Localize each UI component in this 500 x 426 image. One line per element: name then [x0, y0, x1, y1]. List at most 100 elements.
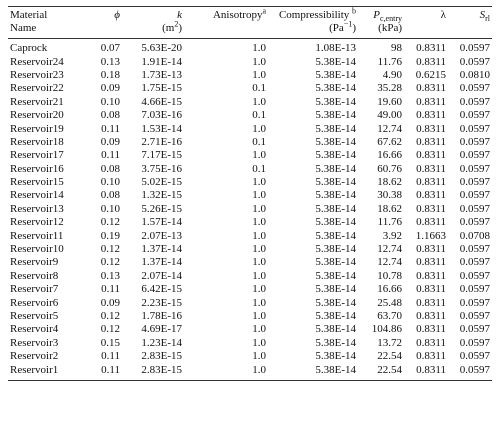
cell-residual-saturation: 0.0597 [459, 135, 490, 148]
table-row: Reservoir20 0.08 7.03E-16 0.1 5.38E-14 49.00 0… [8, 109, 492, 122]
cell-porosity: 0.15 [100, 336, 120, 349]
cell-entry-pressure: 16.66 [377, 283, 402, 296]
cell-entry-pressure: 63.70 [377, 310, 402, 322]
header-pc-symbol: P [373, 9, 380, 21]
header-lambda: λ [404, 6, 448, 22]
cell-porosity: 0.12 [100, 310, 120, 322]
cell-residual-saturation: 0.0597 [459, 310, 490, 322]
cell-lambda: 0.8311 [416, 149, 446, 162]
cell-permeability: 1.75E-15 [141, 82, 182, 95]
table-header: Material ϕ k Anisotropya Compressibility… [8, 6, 492, 39]
cell-lambda: 0.8311 [416, 350, 446, 363]
cell-anisotropy: 0.1 [252, 82, 266, 95]
table-row: Reservoir23 0.18 1.73E-13 1.0 5.38E-14 4.90 0.… [8, 69, 492, 82]
table-row: Reservoir6 0.09 2.23E-15 1.0 5.38E-14 25.48 0.… [8, 296, 492, 309]
cell-residual-saturation: 0.0597 [459, 336, 490, 349]
cell-permeability: 1.53E-14 [141, 122, 182, 135]
cell-anisotropy: 1.0 [252, 42, 266, 55]
cell-porosity: 0.11 [101, 122, 120, 135]
cell-permeability: 5.02E-15 [141, 176, 182, 189]
cell-lambda: 0.8311 [416, 310, 446, 322]
cell-residual-saturation: 0.0597 [459, 109, 490, 122]
cell-residual-saturation: 0.0708 [459, 229, 490, 242]
cell-lambda: 0.8311 [416, 122, 446, 135]
cell-material-name: Reservoir18 [10, 135, 64, 148]
cell-entry-pressure: 98 [391, 42, 402, 55]
header-lambda-label: λ [440, 9, 446, 21]
cell-lambda: 1.1663 [415, 229, 446, 242]
cell-anisotropy: 1.0 [252, 149, 266, 162]
cell-permeability: 1.23E-14 [141, 336, 182, 349]
cell-lambda: 0.8311 [416, 55, 446, 68]
cell-compressibility: 5.38E-14 [315, 296, 356, 309]
table-row: Reservoir4 0.12 4.69E-17 1.0 5.38E-14 104.86 0… [8, 323, 492, 336]
cell-permeability: 2.07E-14 [141, 269, 182, 282]
cell-entry-pressure: 11.76 [377, 216, 402, 229]
cell-porosity: 0.11 [86, 363, 122, 381]
cell-lambda: 0.8311 [416, 95, 446, 108]
cell-compressibility: 5.38E-14 [315, 95, 356, 108]
cell-anisotropy: 1.0 [252, 269, 266, 282]
cell-residual-saturation: 0.0597 [459, 283, 490, 296]
cell-anisotropy: 1.0 [252, 55, 266, 68]
table-row: Reservoir19 0.11 1.53E-14 1.0 5.38E-14 12.74 0… [8, 122, 492, 135]
cell-porosity: 0.10 [100, 95, 120, 108]
cell-compressibility: 5.38E-14 [315, 323, 356, 336]
cell-anisotropy: 1.0 [252, 202, 266, 215]
cell-entry-pressure: 30.38 [377, 189, 402, 202]
cell-entry-pressure: 22.54 [358, 363, 404, 381]
cell-material-name: Reservoir16 [10, 162, 64, 175]
cell-material-name: Reservoir5 [10, 310, 59, 322]
cell-lambda: 0.8311 [416, 216, 446, 229]
cell-residual-saturation: 0.0597 [459, 350, 490, 363]
header-compressibility-unit: (Pa−1) [268, 20, 358, 39]
cell-residual-saturation: 0.0597 [459, 122, 490, 135]
cell-lambda: 0.8311 [416, 323, 446, 336]
cell-compressibility: 1.08E-13 [315, 42, 356, 55]
table-row: Reservoir18 0.09 2.71E-16 0.1 5.38E-14 67.62 0… [8, 136, 492, 149]
cell-entry-pressure: 22.54 [377, 350, 402, 363]
cell-permeability: 7.03E-16 [141, 109, 182, 122]
cell-permeability: 5.63E-20 [141, 42, 182, 55]
cell-material-name: Reservoir1 [8, 363, 86, 381]
cell-permeability: 2.07E-13 [141, 229, 182, 242]
header-srl-unit [448, 22, 492, 39]
cell-lambda: 0.8311 [416, 283, 446, 296]
cell-anisotropy: 1.0 [252, 68, 266, 81]
cell-material-name: Reservoir7 [10, 283, 59, 296]
cell-anisotropy: 1.0 [252, 229, 266, 242]
cell-compressibility: 5.38E-14 [315, 176, 356, 189]
header-row-2: Name (m2) (Pa−1) (kPa) [8, 20, 492, 39]
cell-lambda: 0.6215 [415, 68, 446, 81]
table-row: Reservoir3 0.15 1.23E-14 1.0 5.38E-14 13.72 0.… [8, 337, 492, 350]
table-row: Caprock 0.07 5.63E-20 1.0 1.08E-13 98 0.8311 0.… [8, 39, 492, 56]
cell-entry-pressure: 10.78 [377, 269, 402, 282]
cell-residual-saturation: 0.0597 [459, 149, 490, 162]
cell-compressibility: 5.38E-14 [315, 336, 356, 349]
cell-residual-saturation: 0.0597 [459, 216, 490, 229]
cell-permeability: 6.42E-15 [141, 283, 182, 296]
table-row: Reservoir22 0.09 1.75E-15 0.1 5.38E-14 35.28 0… [8, 82, 492, 95]
table-row: Reservoir13 0.10 5.26E-15 1.0 5.38E-14 18.62 0… [8, 203, 492, 216]
cell-entry-pressure: 12.74 [377, 243, 402, 256]
cell-compressibility: 5.38E-14 [315, 122, 356, 135]
cell-compressibility: 5.38E-14 [315, 135, 356, 148]
cell-lambda: 0.8311 [416, 109, 446, 122]
cell-lambda: 0.8311 [416, 135, 446, 148]
cell-permeability: 1.57E-14 [141, 216, 182, 229]
cell-material-name: Reservoir14 [10, 189, 64, 202]
cell-compressibility: 5.38E-14 [315, 162, 356, 175]
cell-residual-saturation: 0.0597 [459, 269, 490, 282]
cell-entry-pressure: 4.90 [382, 68, 402, 81]
cell-material-name: Reservoir13 [10, 202, 64, 215]
cell-anisotropy: 1.0 [252, 350, 266, 363]
cell-porosity: 0.09 [100, 82, 120, 95]
table-row: Reservoir5 0.12 1.78E-16 1.0 5.38E-14 63.70 0.… [8, 310, 492, 323]
cell-porosity: 0.10 [100, 202, 120, 215]
cell-residual-saturation: 0.0597 [459, 42, 490, 55]
cell-lambda: 0.8311 [416, 296, 446, 309]
cell-material-name: Reservoir4 [10, 323, 59, 336]
cell-anisotropy: 1.0 [252, 243, 266, 256]
material-properties-table: Material ϕ k Anisotropya Compressibility… [8, 6, 492, 381]
cell-material-name: Reservoir22 [10, 82, 64, 95]
